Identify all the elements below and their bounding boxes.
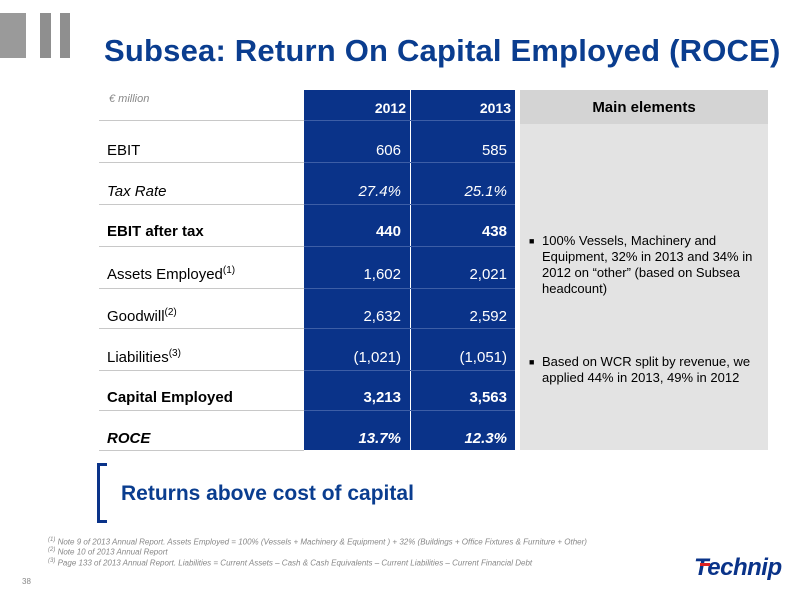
row-label: EBIT after tax (107, 223, 204, 240)
bullet-text: Based on WCR split by revenue, we applie… (542, 354, 751, 385)
table-row-assets-employed: Assets Employed(1) 1,602 2,021 (99, 254, 515, 296)
bullet-icon: ■ (529, 357, 535, 367)
column-header-2012: 2012 (374, 100, 406, 116)
table-row-goodwill: Goodwill(2) 2,632 2,592 (99, 296, 515, 338)
row-divider (304, 162, 515, 163)
table-row-roce: ROCE 13.7% 12.3% (99, 418, 515, 460)
row-label: ROCE (107, 430, 151, 447)
footnote-ref: (2) (164, 307, 177, 318)
row-label: Liabilities(3) (107, 348, 181, 367)
unit-label: € million (109, 93, 150, 105)
cell-2013: (1,051) (459, 349, 507, 366)
cell-2013: 585 (481, 142, 507, 159)
row-divider (99, 288, 304, 289)
row-divider (99, 328, 304, 329)
decor-bar (40, 13, 51, 58)
row-label: Goodwill(2) (107, 307, 177, 326)
table-row-tax-rate: Tax Rate 27.4% 25.1% (99, 171, 515, 213)
column-2013-background (411, 90, 515, 450)
row-divider (99, 410, 304, 411)
technip-logo: Technip (694, 552, 782, 584)
cell-2012: 606 (375, 142, 401, 159)
cell-2012: 3,213 (363, 389, 401, 406)
table-row-ebit: EBIT 606 585 (99, 130, 515, 172)
returns-callout: Returns above cost of capital (121, 482, 414, 505)
row-divider (304, 288, 515, 289)
cell-2012: 2,632 (363, 308, 401, 325)
main-elements-header (520, 90, 768, 124)
row-divider (99, 450, 304, 451)
cell-2012: 27.4% (358, 183, 401, 200)
row-divider (304, 204, 515, 205)
cell-2012: 13.7% (358, 430, 401, 447)
table-row-capital-employed: Capital Employed 3,213 3,563 (99, 377, 515, 419)
logo-text: Technip (694, 554, 782, 581)
row-divider (304, 328, 515, 329)
cell-2012: 1,602 (363, 266, 401, 283)
footnote: (1) Note 9 of 2013 Annual Report. Assets… (48, 537, 587, 547)
cell-2013: 25.1% (464, 183, 507, 200)
footnote-ref: (1) (222, 265, 236, 276)
main-elements-title: Main elements (592, 99, 696, 116)
row-label: Tax Rate (107, 183, 167, 200)
row-divider (99, 246, 304, 247)
bullet-text: 100% Vessels, Machinery and Equipment, 3… (542, 233, 753, 296)
logo-accent (700, 563, 710, 566)
row-divider (99, 162, 304, 163)
decor-bar (0, 13, 26, 58)
row-divider (304, 120, 515, 121)
cell-2013: 3,563 (469, 389, 507, 406)
table-row-liabilities: Liabilities(3) (1,021) (1,051) (99, 337, 515, 379)
cell-2013: 12.3% (464, 430, 507, 447)
cell-2013: 438 (481, 223, 507, 240)
footnote: (2) Note 10 of 2013 Annual Report (48, 547, 168, 557)
cell-2012: 440 (375, 223, 401, 240)
row-divider (304, 370, 515, 371)
row-divider (99, 120, 304, 121)
bracket-icon (97, 463, 107, 523)
page-number: 38 (22, 577, 31, 586)
column-2012-background (304, 90, 410, 450)
row-label: Capital Employed (107, 389, 233, 406)
row-divider (99, 204, 304, 205)
row-label: Assets Employed(1) (107, 265, 236, 284)
row-label: EBIT (107, 142, 141, 159)
cell-2012: (1,021) (353, 349, 401, 366)
footnote-ref: (3) (168, 348, 181, 359)
column-header-2013: 2013 (479, 100, 511, 116)
table-row-ebit-after-tax: EBIT after tax 440 438 (99, 211, 515, 253)
footnote: (3) Page 133 of 2013 Annual Report. Liab… (48, 558, 533, 568)
row-divider (304, 410, 515, 411)
cell-2013: 2,021 (469, 266, 507, 283)
row-divider (99, 370, 304, 371)
cell-2013: 2,592 (469, 308, 507, 325)
row-divider (304, 246, 515, 247)
bullet-icon: ■ (529, 236, 535, 246)
main-elements-panel (520, 90, 768, 450)
page-title: Subsea: Return On Capital Employed (ROCE… (104, 33, 781, 68)
decor-bar (60, 13, 70, 58)
